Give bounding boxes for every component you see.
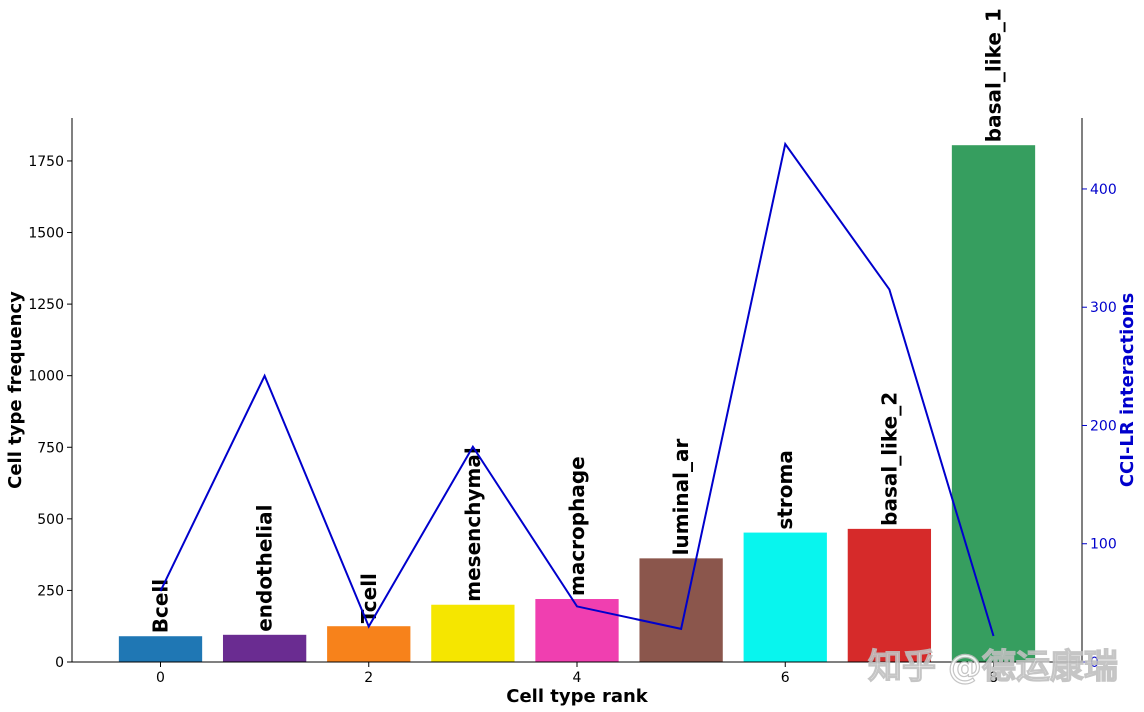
bar-label-luminal_ar: luminal_ar [669, 438, 693, 555]
y-tick-label-1750: 1750 [28, 154, 64, 170]
x-tick-label-0: 0 [156, 670, 165, 686]
bar-Bcell [118, 636, 203, 662]
bar-basal_like_1 [951, 145, 1036, 662]
bar-Tcell [327, 626, 411, 662]
bars-group [118, 145, 1036, 662]
bar-label-basal_like_2: basal_like_2 [877, 392, 901, 526]
y-tick-label-1500: 1500 [28, 226, 64, 242]
x-tick-label-2: 2 [364, 670, 373, 686]
y2-tick-label-0: 0 [1090, 655, 1099, 671]
bar-label-Bcell: Bcell [149, 579, 173, 633]
y2-tick-label-300: 300 [1090, 300, 1117, 316]
bar-mesenchymal [431, 604, 515, 662]
bar-basal_like_2 [847, 528, 932, 662]
line-layer [159, 141, 995, 637]
y-tick-label-750: 750 [37, 440, 64, 456]
y2-tick-label-100: 100 [1090, 537, 1117, 553]
bar-label-Tcell: Tcell [357, 573, 381, 623]
x-tick-label-8: 8 [989, 670, 998, 686]
y2-tick-label-200: 200 [1090, 418, 1117, 434]
y2-axis-title: CCI-LR interactions [1117, 293, 1138, 487]
bar-macrophage [535, 599, 619, 662]
y2-tick-label-400: 400 [1090, 182, 1117, 198]
y-tick-label-1000: 1000 [28, 369, 64, 385]
watermark-text: 知乎 @德运康瑞 [868, 647, 1118, 687]
bar-label-macrophage: macrophage [565, 456, 589, 596]
y-tick-label-1250: 1250 [28, 297, 64, 313]
bar-stroma [743, 532, 827, 662]
x-tick-label-6: 6 [781, 670, 790, 686]
bar-labels-group: Bcell endothelial Tcell mesenchymal macropha… [149, 8, 1006, 633]
y-tick-label-0: 0 [55, 655, 64, 671]
cci-lr-line [159, 141, 995, 637]
y-tick-label-250: 250 [37, 583, 64, 599]
bar-label-endothelial: endothelial [253, 505, 277, 632]
bar-label-stroma: stroma [773, 450, 797, 529]
axes-group: 0 250 500 750 1000 1250 1500 1750 0 2 4 6 8 0 100 200 30… [28, 118, 1117, 686]
x-tick-label-4: 4 [573, 670, 582, 686]
bar-label-basal_like_1: basal_like_1 [981, 8, 1005, 142]
bar-endothelial [222, 634, 307, 662]
y-tick-label-500: 500 [37, 512, 64, 528]
y-axis-title: Cell type frequency [5, 291, 26, 489]
x-axis-title: Cell type rank [506, 686, 649, 707]
bar-luminal_ar [639, 558, 723, 662]
bar-label-mesenchymal: mesenchymal [461, 447, 485, 601]
